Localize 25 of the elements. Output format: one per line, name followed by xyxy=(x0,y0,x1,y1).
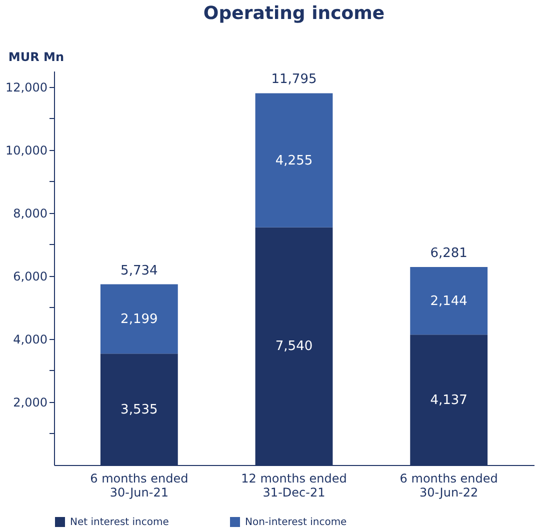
legend-label: Net interest income xyxy=(70,517,169,528)
chart-title: Operating income xyxy=(203,3,385,24)
total-label: 5,734 xyxy=(120,263,158,278)
data-label: 4,137 xyxy=(430,392,468,408)
y-tick-label: 6,000 xyxy=(13,269,48,284)
y-axis-title: MUR Mn xyxy=(8,50,64,64)
y-tick-label: 2,000 xyxy=(13,395,48,410)
total-label: 6,281 xyxy=(430,246,468,262)
y-tick-label: 12,000 xyxy=(6,80,48,94)
x-tick-label: 6 months ended 30-Jun-21 xyxy=(90,472,188,500)
x-tick-label: 6 months ended 30-Jun-22 xyxy=(400,472,498,500)
data-label: 4,255 xyxy=(275,153,313,168)
legend-label: Non-interest income xyxy=(245,517,347,528)
bar xyxy=(100,284,178,354)
bar xyxy=(255,93,333,228)
total-label: 11,795 xyxy=(271,72,317,88)
bar xyxy=(410,267,488,335)
x-tick-label: 12 months ended 31-Dec-21 xyxy=(241,472,347,500)
data-label: 3,535 xyxy=(120,402,158,418)
data-label: 2,144 xyxy=(430,294,468,309)
data-label: 7,540 xyxy=(275,339,313,354)
data-label: 2,199 xyxy=(120,312,158,327)
y-tick-label: 8,000 xyxy=(13,206,48,220)
y-tick-label: 10,000 xyxy=(6,143,48,158)
y-tick-label: 4,000 xyxy=(13,332,48,346)
